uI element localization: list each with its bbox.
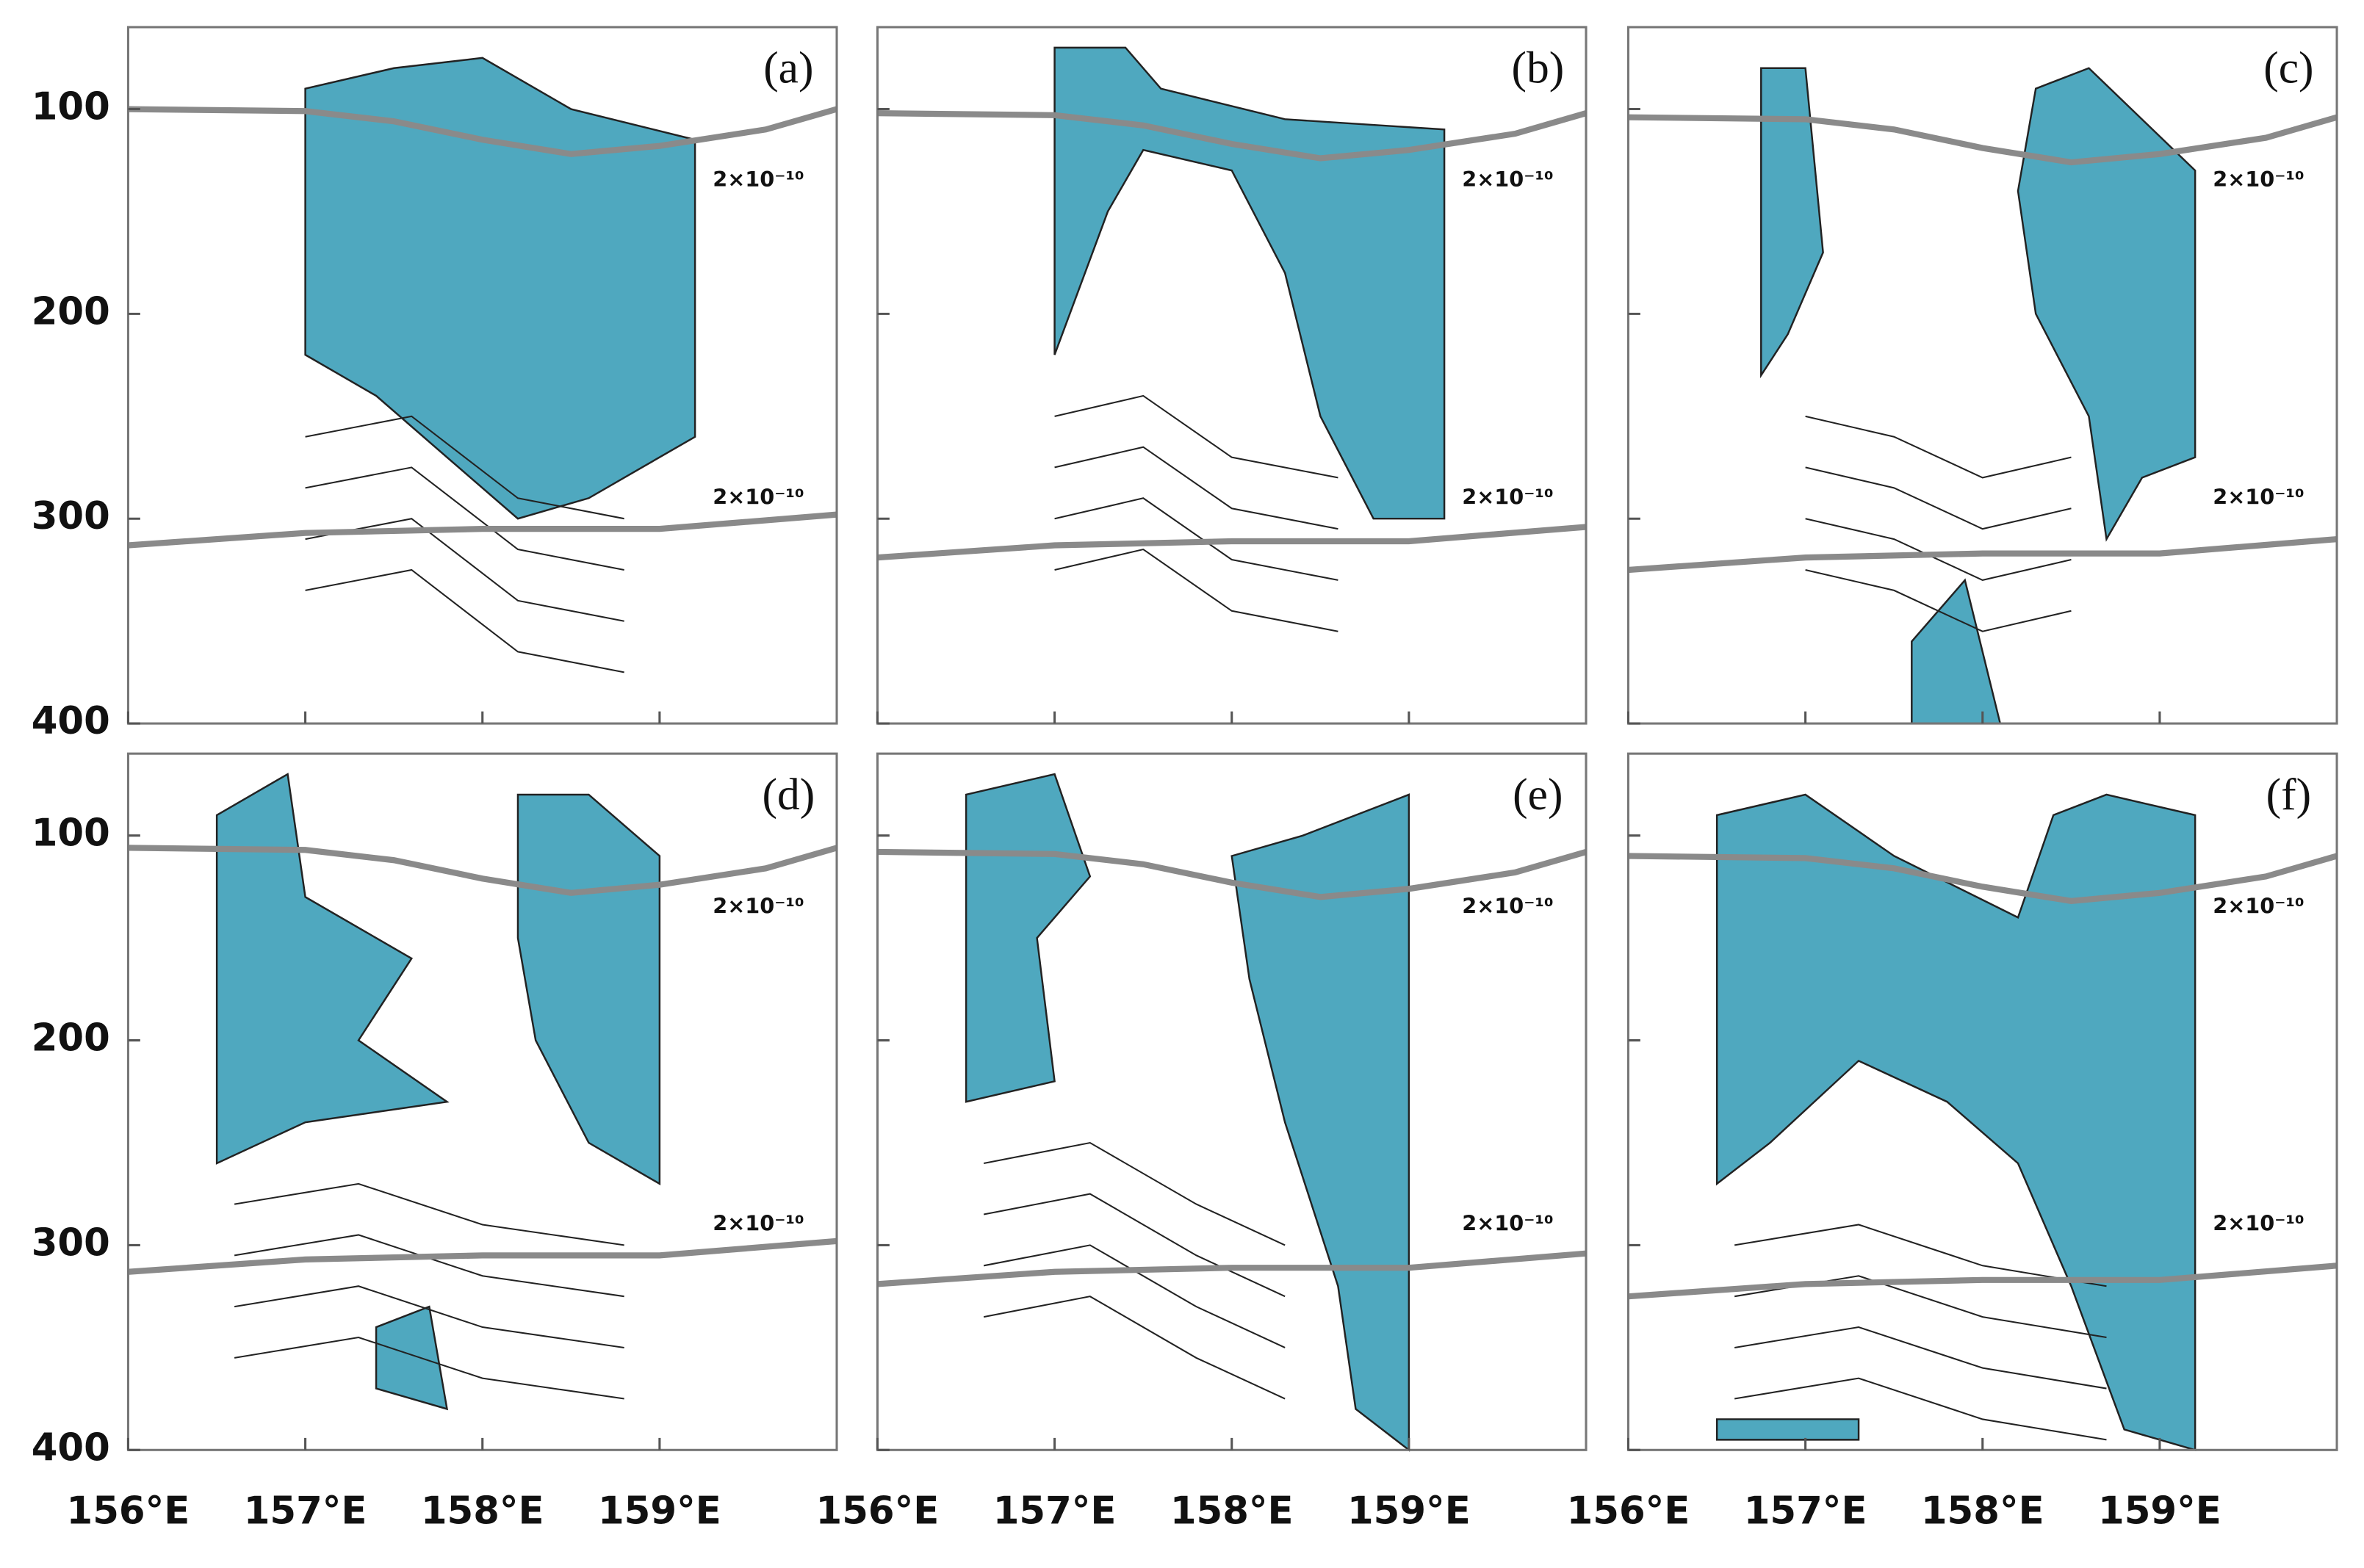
shaded-region	[965, 773, 1092, 1103]
panel: 156°E 157°E 158°E 159°E (e) 2×10⁻¹⁰ 2×10⁻¹⁰	[816, 752, 1588, 1533]
x-tick-label: 159°E	[2098, 1489, 2221, 1533]
contour-line	[983, 1141, 1286, 1246]
shaded-region	[215, 773, 450, 1165]
shaded-region	[375, 1305, 449, 1411]
panel-label: (f)	[2266, 770, 2312, 820]
contour-line	[305, 568, 624, 673]
isoline	[128, 845, 838, 896]
x-tick-label: 159°E	[598, 1489, 721, 1533]
annotation: 2×10⁻¹⁰	[2213, 893, 2304, 918]
isoline	[1628, 114, 2338, 166]
x-tick-label: 159°E	[1347, 1489, 1471, 1533]
annotation: 2×10⁻¹⁰	[713, 484, 804, 509]
isoline	[1628, 853, 2338, 904]
contour-line	[1054, 446, 1338, 530]
isoline	[1628, 536, 2338, 574]
contour-line	[983, 1244, 1286, 1348]
contour-line	[1805, 568, 2072, 632]
contour-line	[305, 466, 624, 571]
annotation: 2×10⁻¹⁰	[713, 167, 804, 192]
isoline	[1628, 1262, 2338, 1300]
isoline	[877, 848, 1588, 900]
panel-label: (a)	[763, 43, 813, 93]
panel-label: (d)	[762, 770, 815, 820]
shaded-region	[516, 793, 661, 1186]
contour-line	[1805, 415, 2072, 479]
panel-label: (c)	[2263, 43, 2313, 93]
contour-line	[1054, 497, 1338, 581]
panel: (c) 2×10⁻¹⁰ 2×10⁻¹⁰	[1626, 26, 2338, 725]
isoline	[128, 106, 838, 157]
shaded-region	[1230, 793, 1410, 1452]
panel: 100 200 300 400 156°E 157°E 158°E 159°E (d) 2×10⁻…	[32, 752, 838, 1533]
x-tick-label: 158°E	[1921, 1489, 2044, 1533]
y-tick-label: 300	[32, 1221, 110, 1265]
annotation: 2×10⁻¹⁰	[2213, 484, 2304, 509]
shaded-region	[1715, 793, 2197, 1451]
shaded-region	[1911, 578, 2002, 725]
annotation: 2×10⁻¹⁰	[2213, 167, 2304, 192]
annotation: 2×10⁻¹⁰	[2213, 1211, 2304, 1236]
isoline	[877, 110, 1588, 162]
y-tick-label: 100	[32, 812, 110, 856]
x-tick-label: 158°E	[1170, 1489, 1294, 1533]
panel: 100 200 300 400 (a) 2×10⁻¹⁰ 2×10⁻¹⁰	[32, 26, 838, 743]
annotation: 2×10⁻¹⁰	[1462, 484, 1553, 509]
contour-line	[1054, 548, 1338, 632]
x-tick-label: 156°E	[1567, 1489, 1690, 1533]
contour-line	[1805, 518, 2072, 582]
contour-line	[1734, 1326, 2107, 1390]
contour-line	[1734, 1377, 2107, 1441]
panel: 156°E 157°E 158°E 159°E (f) 2×10⁻¹⁰ 2×10⁻¹⁰	[1567, 752, 2338, 1533]
contour-line	[234, 1234, 624, 1298]
plot-frame	[1626, 26, 2338, 725]
x-tick-label: 157°E	[993, 1489, 1117, 1533]
annotation: 2×10⁻¹⁰	[713, 893, 804, 918]
x-tick-label: 158°E	[421, 1489, 544, 1533]
isoline	[877, 1250, 1587, 1287]
shaded-region	[1760, 67, 1824, 379]
shaded-region	[304, 57, 696, 520]
x-tick-label: 157°E	[244, 1489, 367, 1533]
panel-label: (b)	[1511, 43, 1564, 93]
contour-line	[305, 415, 624, 520]
shaded-region	[2017, 67, 2197, 542]
x-tick-label: 156°E	[816, 1489, 940, 1533]
isoline	[877, 524, 1587, 561]
y-tick-label: 100	[32, 84, 110, 129]
shaded-region	[1053, 46, 1446, 520]
isoline	[128, 1238, 837, 1275]
contour-line	[983, 1296, 1286, 1400]
shaded-region	[1715, 1418, 1860, 1441]
y-tick-label: 300	[32, 494, 110, 538]
panel: (b) 2×10⁻¹⁰ 2×10⁻¹⁰	[876, 26, 1588, 725]
y-tick-label: 200	[32, 289, 110, 333]
contour-line	[983, 1193, 1286, 1298]
y-tick-label: 200	[32, 1016, 110, 1061]
panel-label: (e)	[1513, 770, 1563, 820]
annotation: 2×10⁻¹⁰	[1462, 893, 1553, 918]
contour-line	[1734, 1224, 2107, 1287]
contour-line	[234, 1285, 624, 1348]
y-tick-label: 400	[32, 699, 110, 743]
annotation: 2×10⁻¹⁰	[1462, 167, 1553, 192]
x-tick-label: 156°E	[67, 1489, 190, 1533]
y-tick-label: 400	[32, 1426, 110, 1470]
contour-line	[234, 1182, 624, 1246]
contour-line	[1054, 394, 1338, 479]
isoline	[128, 511, 837, 549]
annotation: 2×10⁻¹⁰	[1462, 1211, 1553, 1236]
contour-line	[234, 1336, 624, 1400]
x-tick-label: 157°E	[1744, 1489, 1867, 1533]
contour-line	[1805, 466, 2072, 530]
annotation: 2×10⁻¹⁰	[713, 1211, 804, 1236]
